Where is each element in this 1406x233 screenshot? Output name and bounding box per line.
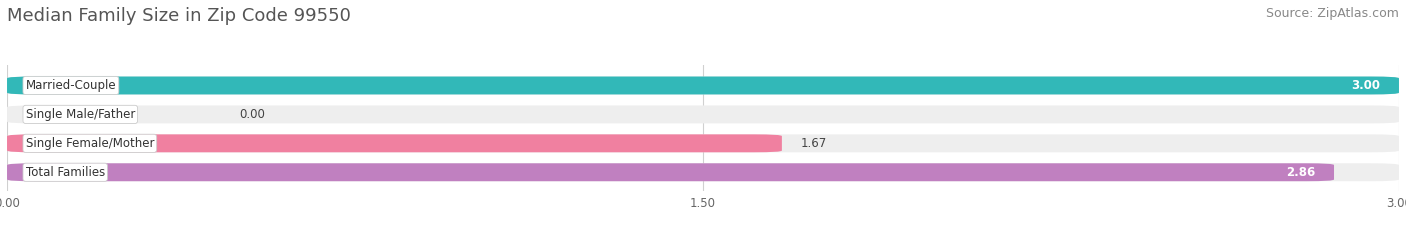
Text: Source: ZipAtlas.com: Source: ZipAtlas.com	[1265, 7, 1399, 20]
FancyBboxPatch shape	[7, 134, 1399, 152]
Text: 3.00: 3.00	[1351, 79, 1381, 92]
Text: Single Female/Mother: Single Female/Mother	[25, 137, 155, 150]
Text: Total Families: Total Families	[25, 166, 105, 179]
FancyBboxPatch shape	[7, 106, 1399, 123]
Text: 2.86: 2.86	[1286, 166, 1316, 179]
Text: 0.00: 0.00	[239, 108, 264, 121]
FancyBboxPatch shape	[7, 76, 1399, 94]
Text: 1.67: 1.67	[800, 137, 827, 150]
FancyBboxPatch shape	[7, 134, 782, 152]
Text: Single Male/Father: Single Male/Father	[25, 108, 135, 121]
FancyBboxPatch shape	[7, 76, 1399, 94]
FancyBboxPatch shape	[7, 163, 1399, 181]
Text: Median Family Size in Zip Code 99550: Median Family Size in Zip Code 99550	[7, 7, 351, 25]
Text: Married-Couple: Married-Couple	[25, 79, 117, 92]
FancyBboxPatch shape	[7, 163, 1334, 181]
